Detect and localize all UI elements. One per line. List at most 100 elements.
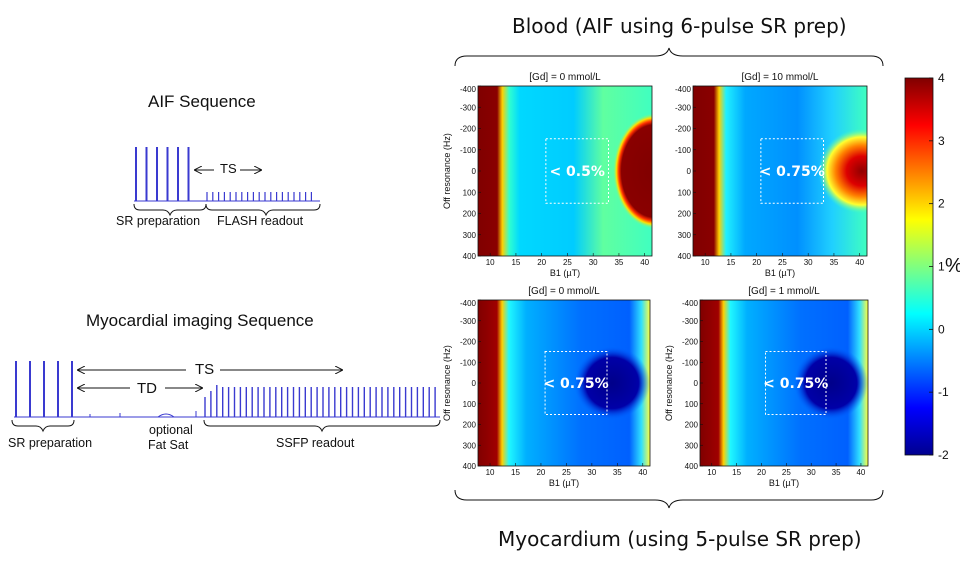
aif-sequence-title: AIF Sequence	[148, 92, 256, 111]
threshold-box	[544, 350, 608, 416]
colorbar	[904, 77, 934, 456]
x-axis-label: B1 (µT)	[765, 268, 795, 278]
y-tick-label: -400	[675, 85, 692, 94]
myo-readout-brace	[203, 419, 441, 433]
colorbar-tick-label: 0	[938, 322, 945, 336]
y-tick-label: 0	[472, 167, 477, 176]
x-tick-label: 20	[752, 258, 761, 267]
aif-ts-label: TS	[220, 161, 237, 176]
x-tick-label: 10	[707, 468, 716, 477]
y-tick-label: 0	[472, 379, 477, 388]
heatmap-overlay	[693, 86, 867, 256]
y-tick-label: -100	[682, 358, 699, 367]
y-tick-label: -300	[675, 103, 692, 112]
y-tick-label: -300	[460, 103, 477, 112]
y-tick-label: 400	[463, 252, 477, 261]
x-tick-label: 15	[726, 258, 735, 267]
x-tick-label: 25	[562, 468, 571, 477]
x-axis-label: B1 (µT)	[550, 268, 580, 278]
x-tick-label: 15	[732, 468, 741, 477]
y-tick-label: 200	[463, 421, 477, 430]
aif-sr-prep-label: SR preparation	[116, 214, 201, 228]
y-axis-label: Off resonance (Hz)	[664, 345, 674, 421]
colorbar-tick-label: 1	[938, 260, 945, 274]
x-tick-label: 30	[807, 468, 816, 477]
y-tick-label: -200	[460, 338, 477, 347]
y-tick-label: 200	[463, 210, 477, 219]
x-axis-label: B1 (µT)	[549, 478, 579, 488]
colorbar-tick-label: 2	[938, 197, 945, 211]
map-panel-3: [Gd] = 0 mmol/L < 0.75% 10 15 20 25 30 35 40 -400…	[442, 286, 651, 488]
y-tick-label: 400	[463, 462, 477, 471]
y-tick-label: 100	[463, 400, 477, 409]
x-tick-label: 15	[511, 258, 520, 267]
aif-readout-label: FLASH readout	[217, 214, 304, 228]
x-tick-label: 10	[486, 258, 495, 267]
map-panel-2: [Gd] = 10 mmol/L < 0.75% 10 15 20 25 30 35 40 -40…	[675, 72, 868, 278]
y-tick-label: 200	[678, 210, 692, 219]
x-tick-label: 15	[511, 468, 520, 477]
aif-pulse-train	[134, 147, 320, 202]
threshold-box	[765, 350, 827, 416]
panel-title: [Gd] = 0 mmol/L	[529, 72, 601, 83]
x-tick-label: 10	[701, 258, 710, 267]
x-tick-label: 20	[537, 258, 546, 267]
myo-pulse-train	[14, 361, 440, 418]
x-tick-label: 40	[638, 468, 647, 477]
y-tick-label: 300	[685, 441, 699, 450]
y-tick-label: -300	[460, 317, 477, 326]
colorbar-tick-label: -2	[938, 448, 949, 462]
x-tick-label: 20	[757, 468, 766, 477]
y-tick-label: 100	[463, 188, 477, 197]
x-tick-label: 35	[613, 468, 622, 477]
map-panel-4: [Gd] = 1 mmol/L < 0.75% 10 15 20 25 30 35 40 -400…	[664, 286, 869, 488]
y-tick-label: -400	[682, 299, 699, 308]
colorbar-tick-label: 3	[938, 134, 945, 148]
x-axis-label: B1 (µT)	[769, 478, 799, 488]
y-tick-label: -200	[682, 338, 699, 347]
panel-title: [Gd] = 0 mmol/L	[528, 286, 600, 297]
x-tick-label: 30	[587, 468, 596, 477]
y-tick-label: -100	[460, 358, 477, 367]
y-axis-label: Off resonance (Hz)	[442, 345, 452, 421]
y-tick-label: 200	[685, 421, 699, 430]
aif-readout-brace	[205, 203, 321, 217]
y-tick-label: 0	[694, 379, 699, 388]
heatmap-overlay	[478, 300, 650, 466]
x-tick-label: 25	[782, 468, 791, 477]
y-tick-label: 400	[685, 462, 699, 471]
y-tick-label: -200	[675, 125, 692, 134]
y-tick-label: 100	[678, 188, 692, 197]
myo-td-label: TD	[137, 380, 157, 397]
threshold-label: < 0.75%	[763, 376, 828, 392]
aif-sr-brace	[133, 203, 207, 217]
x-tick-label: 40	[855, 258, 864, 267]
y-tick-label: -100	[675, 146, 692, 155]
x-tick-label: 25	[563, 258, 572, 267]
myo-sr-prep-label: SR preparation	[8, 436, 93, 450]
y-tick-label: -100	[460, 146, 477, 155]
y-tick-label: 100	[685, 400, 699, 409]
x-tick-label: 35	[614, 258, 623, 267]
y-tick-label: 300	[463, 231, 477, 240]
x-tick-label: 35	[829, 258, 838, 267]
x-tick-label: 30	[589, 258, 598, 267]
threshold-label: < 0.75%	[543, 376, 608, 392]
y-tick-label: -200	[460, 125, 477, 134]
blood-title: Blood (AIF using 6-pulse SR prep)	[512, 14, 847, 38]
myo-sr-brace	[11, 419, 75, 433]
y-axis-label: Off resonance (Hz)	[442, 133, 452, 209]
threshold-label: < 0.75%	[760, 164, 825, 180]
panel-title: [Gd] = 10 mmol/L	[742, 72, 819, 83]
fat-sat-label-1: optional	[149, 423, 193, 437]
colorbar-tick-label: 4	[938, 71, 945, 85]
x-tick-label: 25	[778, 258, 787, 267]
fat-sat-label-2: Fat Sat	[148, 438, 189, 452]
x-tick-label: 10	[486, 468, 495, 477]
x-tick-label: 35	[832, 468, 841, 477]
blood-brace	[454, 47, 884, 67]
y-tick-label: 0	[687, 167, 692, 176]
x-tick-label: 20	[536, 468, 545, 477]
